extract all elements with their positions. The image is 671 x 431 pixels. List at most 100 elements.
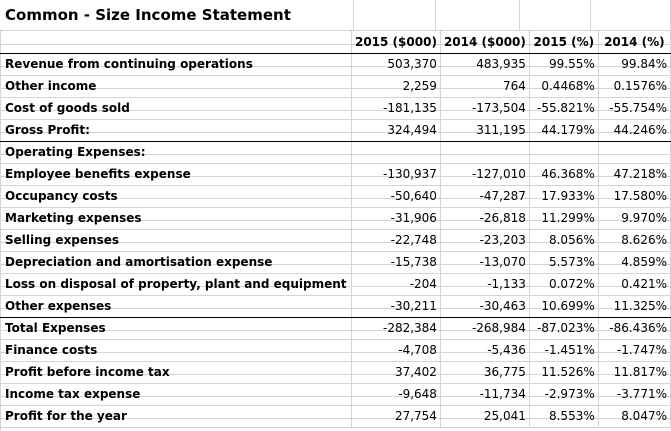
cell-2014-percent[interactable]: 0.1576% [598,75,671,98]
cell-2014-percent[interactable]: 17.580% [598,185,671,208]
cell-2015-percent[interactable]: 44.179% [529,119,599,142]
cell-2015-value[interactable] [351,141,441,164]
table-row: Employee benefits expense -130,937 -127,01… [0,163,671,186]
cell-2015-percent[interactable] [529,141,599,164]
table-row: Revenue from continuing operations 503,37… [0,53,671,76]
table-row: Depreciation and amortisation expense -15… [0,251,671,274]
cell-2015-value[interactable]: -4,708 [351,339,441,362]
cell-2015-value[interactable]: 27,754 [351,405,441,428]
cell-2014-value[interactable]: -127,010 [440,163,530,186]
cell-2014-percent[interactable]: 11.325% [598,295,671,318]
cell-2015-percent[interactable]: 11.299% [529,207,599,230]
cell-2015-percent[interactable]: 99.55% [529,53,599,76]
cell-2015-value[interactable]: -282,384 [351,317,441,340]
cell-2015-percent[interactable]: -2.973% [529,383,599,406]
cell-2014-value[interactable]: -26,818 [440,207,530,230]
cell-2014-percent[interactable]: 47.218% [598,163,671,186]
cell-2014-value[interactable]: 25,041 [440,405,530,428]
row-label[interactable]: Operating Expenses: [0,141,352,164]
cell-2015-value[interactable]: -204 [351,273,441,296]
cell-2014-value[interactable]: -5,436 [440,339,530,362]
row-label[interactable]: Gross Profit: [0,119,352,142]
cell-2015-value[interactable]: -22,748 [351,229,441,252]
cell-2015-percent[interactable]: -1.451% [529,339,599,362]
cell-2014-percent[interactable]: 9.970% [598,207,671,230]
header-cell-2014-value[interactable]: 2014 ($000) [440,31,530,54]
cell-2014-value[interactable]: -13,070 [440,251,530,274]
cell-2015-value[interactable]: 2,259 [351,75,441,98]
cell-2015-value[interactable]: -30,211 [351,295,441,318]
cell-2015-percent[interactable]: 0.4468% [529,75,599,98]
cell-2014-percent[interactable]: -55.754% [598,97,671,120]
cell-2014-percent[interactable]: -1.747% [598,339,671,362]
cell-2014-percent[interactable]: 0.421% [598,273,671,296]
cell-2014-percent[interactable]: 44.246% [598,119,671,142]
cell-2014-value[interactable] [440,141,530,164]
cell-2014-value[interactable]: 311,195 [440,119,530,142]
cell-2014-value[interactable]: -173,504 [440,97,530,120]
cell-2014-value[interactable]: -30,463 [440,295,530,318]
cell-2015-value[interactable]: -50,640 [351,185,441,208]
cell-2015-percent[interactable]: -87.023% [529,317,599,340]
row-label[interactable]: Selling expenses [0,229,352,252]
cell-2014-percent[interactable]: 8.047% [598,405,671,428]
gridline [519,0,520,31]
table-row: Finance costs -4,708 -5,436 -1.451% -1.747% [0,339,671,362]
row-label[interactable]: Occupancy costs [0,185,352,208]
cell-2014-percent[interactable]: -86.436% [598,317,671,340]
row-label[interactable]: Revenue from continuing operations [0,53,352,76]
table-row: Profit for the year 27,754 25,041 8.553% 8.0… [0,405,671,428]
cell-2014-percent[interactable]: 99.84% [598,53,671,76]
row-label[interactable]: Profit for the year [0,405,352,428]
cell-2015-percent[interactable]: 0.072% [529,273,599,296]
cell-2014-value[interactable]: -23,203 [440,229,530,252]
row-label[interactable]: Marketing expenses [0,207,352,230]
cell-2015-percent[interactable]: 5.573% [529,251,599,274]
cell-2014-value[interactable]: 764 [440,75,530,98]
row-label[interactable]: Finance costs [0,339,352,362]
cell-2015-value[interactable]: -31,906 [351,207,441,230]
row-label[interactable]: Profit before income tax [0,361,352,384]
cell-2014-value[interactable]: 483,935 [440,53,530,76]
cell-2014-percent[interactable]: -3.771% [598,383,671,406]
header-cell-2015-value[interactable]: 2015 ($000) [351,31,441,54]
header-cell-2014-percent[interactable]: 2014 (%) [598,31,671,54]
row-label[interactable]: Cost of goods sold [0,97,352,120]
row-label[interactable]: Employee benefits expense [0,163,352,186]
cell-2015-value[interactable]: -181,135 [351,97,441,120]
row-label[interactable]: Depreciation and amortisation expense [0,251,352,274]
table-row: Income tax expense -9,648 -11,734 -2.973% -3… [0,383,671,406]
cell-2015-value[interactable]: 503,370 [351,53,441,76]
cell-2015-percent[interactable]: 11.526% [529,361,599,384]
row-label[interactable]: Other expenses [0,295,352,318]
cell-2015-value[interactable]: -130,937 [351,163,441,186]
cell-2015-value[interactable]: 324,494 [351,119,441,142]
cell-2014-value[interactable]: 36,775 [440,361,530,384]
cell-2015-percent[interactable]: 10.699% [529,295,599,318]
cell-2015-percent[interactable]: 8.553% [529,405,599,428]
cell-2015-value[interactable]: 37,402 [351,361,441,384]
cell-2015-percent[interactable]: 46.368% [529,163,599,186]
cell-2015-percent[interactable]: 17.933% [529,185,599,208]
cell-2014-value[interactable]: -47,287 [440,185,530,208]
cell-2015-percent[interactable]: 8.056% [529,229,599,252]
cell-2014-percent[interactable]: 8.626% [598,229,671,252]
header-cell-label[interactable] [0,31,352,54]
statement-title[interactable]: Common - Size Income Statement [5,6,291,24]
cell-2014-value[interactable]: -1,133 [440,273,530,296]
gridline [590,0,591,31]
cell-2014-percent[interactable] [598,141,671,164]
cell-2015-percent[interactable]: -55.821% [529,97,599,120]
cell-2014-percent[interactable]: 4.859% [598,251,671,274]
row-label[interactable]: Total Expenses [0,317,352,340]
row-label[interactable]: Income tax expense [0,383,352,406]
cell-2015-value[interactable]: -9,648 [351,383,441,406]
cell-2014-value[interactable]: -11,734 [440,383,530,406]
header-cell-2015-percent[interactable]: 2015 (%) [529,31,599,54]
cell-2014-percent[interactable]: 11.817% [598,361,671,384]
row-label[interactable]: Loss on disposal of property, plant and … [0,273,352,296]
cell-2014-value[interactable]: -268,984 [440,317,530,340]
row-label[interactable]: Other income [0,75,352,98]
table-row: Other income 2,259 764 0.4468% 0.1576% [0,75,671,98]
cell-2015-value[interactable]: -15,738 [351,251,441,274]
